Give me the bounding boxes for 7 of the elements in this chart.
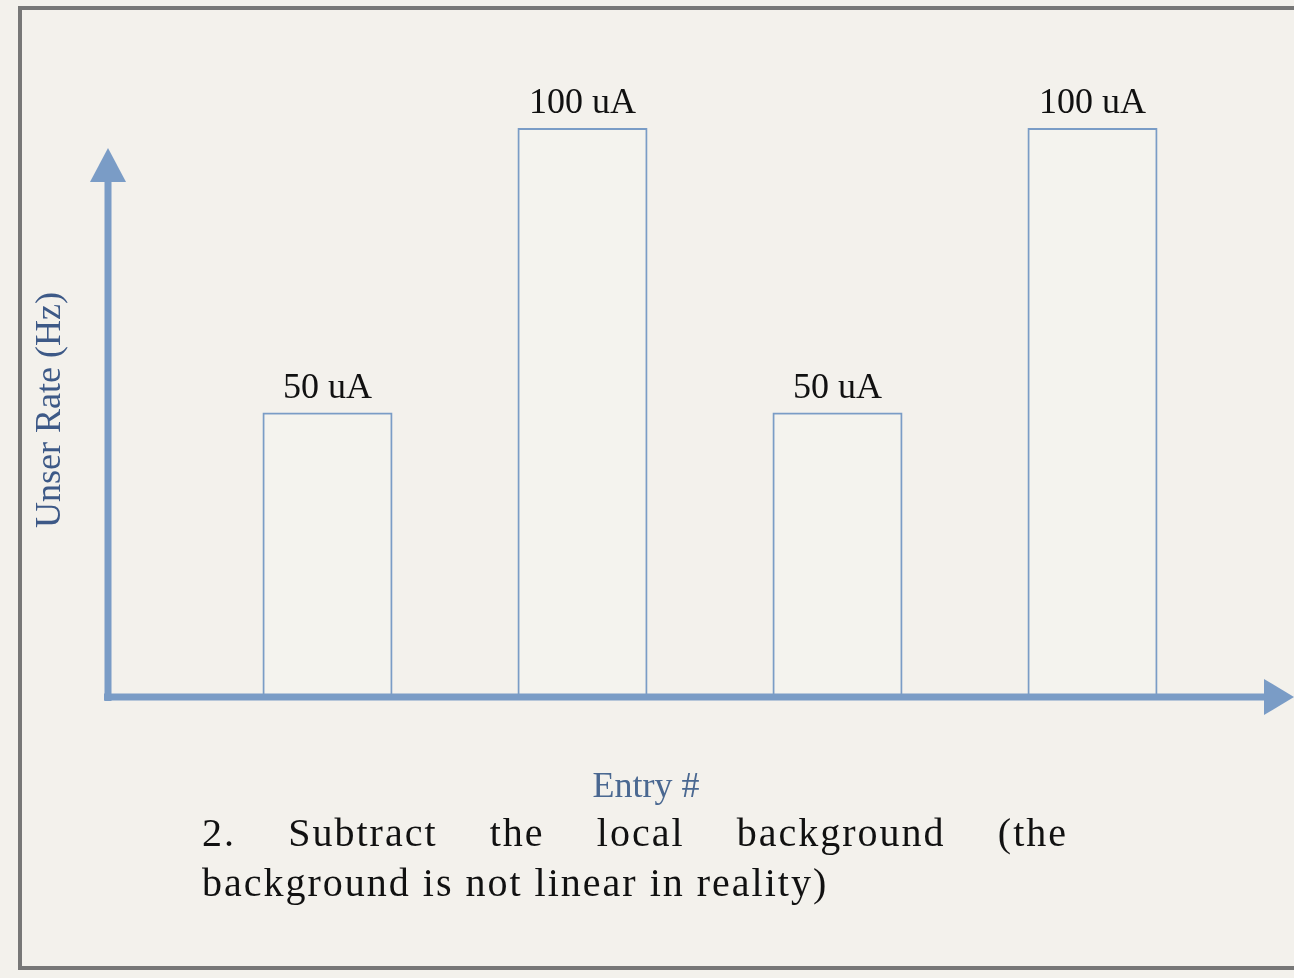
- text: 2. Subtract the local background (the background is not linear in reality): [202, 809, 1068, 907]
- x-axis-title: Entry #: [592, 764, 700, 806]
- data-label: 50 uA: [283, 365, 372, 406]
- data-label: 50 uA: [793, 365, 882, 406]
- y-axis-title: Unser Rate (Hz): [27, 292, 69, 528]
- data-label: 100 uA: [529, 81, 636, 122]
- data-label: 100 uA: [1039, 81, 1146, 122]
